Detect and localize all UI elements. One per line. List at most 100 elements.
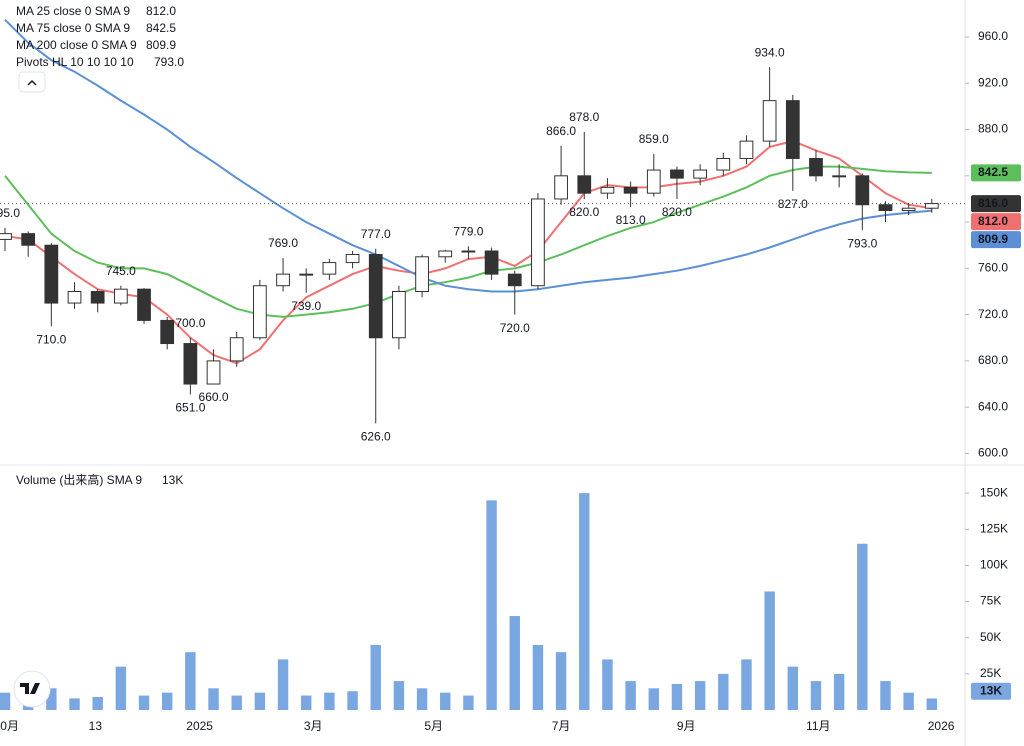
volume-bar	[301, 695, 312, 710]
volume-bar	[440, 692, 451, 710]
y-tick-label: 880.0	[978, 122, 1008, 136]
y-tick-label: 640.0	[978, 399, 1008, 413]
legend-value: 793.0	[154, 55, 184, 69]
volume-bar	[393, 681, 405, 710]
legend-value: 812.0	[146, 4, 176, 18]
pivot-label: 700.0	[175, 316, 205, 330]
volume-bar	[463, 695, 474, 710]
volume-bar	[231, 695, 242, 710]
volume-bar	[46, 688, 57, 710]
legend-value: 842.5	[146, 21, 176, 35]
candle-body	[646, 169, 661, 194]
candle-body	[113, 288, 128, 304]
candle-body	[484, 250, 499, 275]
legend-value: 809.9	[146, 38, 176, 52]
badge-label: 809.9	[978, 232, 1008, 246]
candle-body	[809, 157, 823, 177]
pivot-label: 720.0	[500, 321, 530, 335]
candle-body	[206, 360, 221, 385]
candle-body	[90, 290, 105, 304]
candle-body	[276, 273, 290, 287]
candle-body	[832, 175, 847, 178]
pivot-label: 859.0	[639, 132, 669, 146]
pivot-label: 779.0	[453, 225, 483, 239]
ma-line	[4, 18, 932, 293]
badge-bg	[971, 213, 1021, 231]
candle-body	[345, 253, 360, 264]
ma-line	[4, 165, 932, 318]
x-tick-label: 11月	[806, 719, 830, 733]
volume-bar	[138, 695, 150, 710]
badge-label: 842.5	[978, 165, 1008, 179]
pivot-label: 827.0	[778, 197, 808, 211]
badge-bg	[971, 231, 1021, 249]
candle-body	[137, 288, 151, 321]
volume-bar	[787, 666, 799, 710]
volume-bar	[347, 691, 358, 710]
candle-body	[716, 157, 731, 171]
volume-bar	[324, 692, 335, 710]
candle-body	[670, 169, 684, 179]
tradingview-logo[interactable]	[13, 670, 51, 708]
price-badge: 816.0	[971, 195, 1021, 213]
volume-bar	[69, 698, 80, 710]
badge-label: 816.0	[978, 196, 1008, 210]
candle-body	[531, 198, 545, 287]
volume-bar	[555, 652, 567, 710]
candle-body	[924, 203, 939, 209]
volume-bar	[718, 673, 729, 710]
y-tick-label: 920.0	[978, 75, 1008, 89]
pivot-label: 795.0	[0, 206, 20, 220]
candle-body	[554, 175, 568, 200]
y-tick-label: 760.0	[978, 261, 1008, 275]
pivot-label: 651.0	[175, 401, 205, 415]
pivot-label: 660.0	[199, 390, 229, 404]
volume-bar	[92, 696, 103, 710]
price-badge: 812.0	[971, 213, 1021, 231]
legend-name: MA 200 close 0 SMA 9	[16, 38, 137, 52]
candle-body	[299, 273, 314, 276]
candle-body	[322, 262, 337, 275]
candle-body	[693, 169, 707, 179]
volume-bar	[625, 681, 636, 710]
x-tick-label: 0月	[0, 719, 19, 733]
y-tick-label: 720.0	[978, 307, 1008, 321]
badge-bg	[971, 682, 1011, 700]
candle-body	[67, 290, 82, 304]
pivot-label: 626.0	[361, 430, 391, 444]
pivot-label: 710.0	[36, 332, 66, 346]
badge-bg	[971, 164, 1021, 182]
candle-body	[762, 100, 777, 142]
volume-bar	[370, 644, 381, 710]
y-tick-label: 100K	[980, 558, 1008, 572]
volume-bar	[486, 500, 497, 710]
volume-bar	[532, 644, 544, 710]
volume-sma: 13K	[162, 473, 183, 487]
volume-bar	[857, 543, 868, 710]
volume-bar	[671, 683, 683, 710]
candle-body	[600, 186, 615, 194]
volume-bar	[115, 666, 127, 710]
badge-label: 812.0	[978, 214, 1008, 228]
candle-body	[183, 343, 198, 385]
y-tick-label: 960.0	[978, 29, 1008, 43]
volume-bar	[810, 681, 822, 710]
badge-bg	[971, 195, 1021, 213]
y-tick-label: 125K	[980, 521, 1008, 535]
volume-bar	[903, 692, 914, 710]
x-tick-label: 7月	[552, 719, 571, 733]
volume-bar	[880, 681, 891, 710]
volume-bar	[579, 493, 590, 710]
volume-bar	[185, 652, 196, 710]
pivot-label: 934.0	[755, 45, 785, 59]
volume-bar	[509, 616, 520, 710]
x-tick-label: 3月	[304, 719, 323, 733]
volume-bar	[0, 692, 11, 710]
y-tick-label: 150K	[980, 485, 1008, 499]
collapse-button[interactable]	[18, 71, 46, 93]
volume-badge: 13K	[971, 682, 1011, 700]
candle-body	[878, 204, 893, 212]
candle-body	[368, 253, 383, 339]
